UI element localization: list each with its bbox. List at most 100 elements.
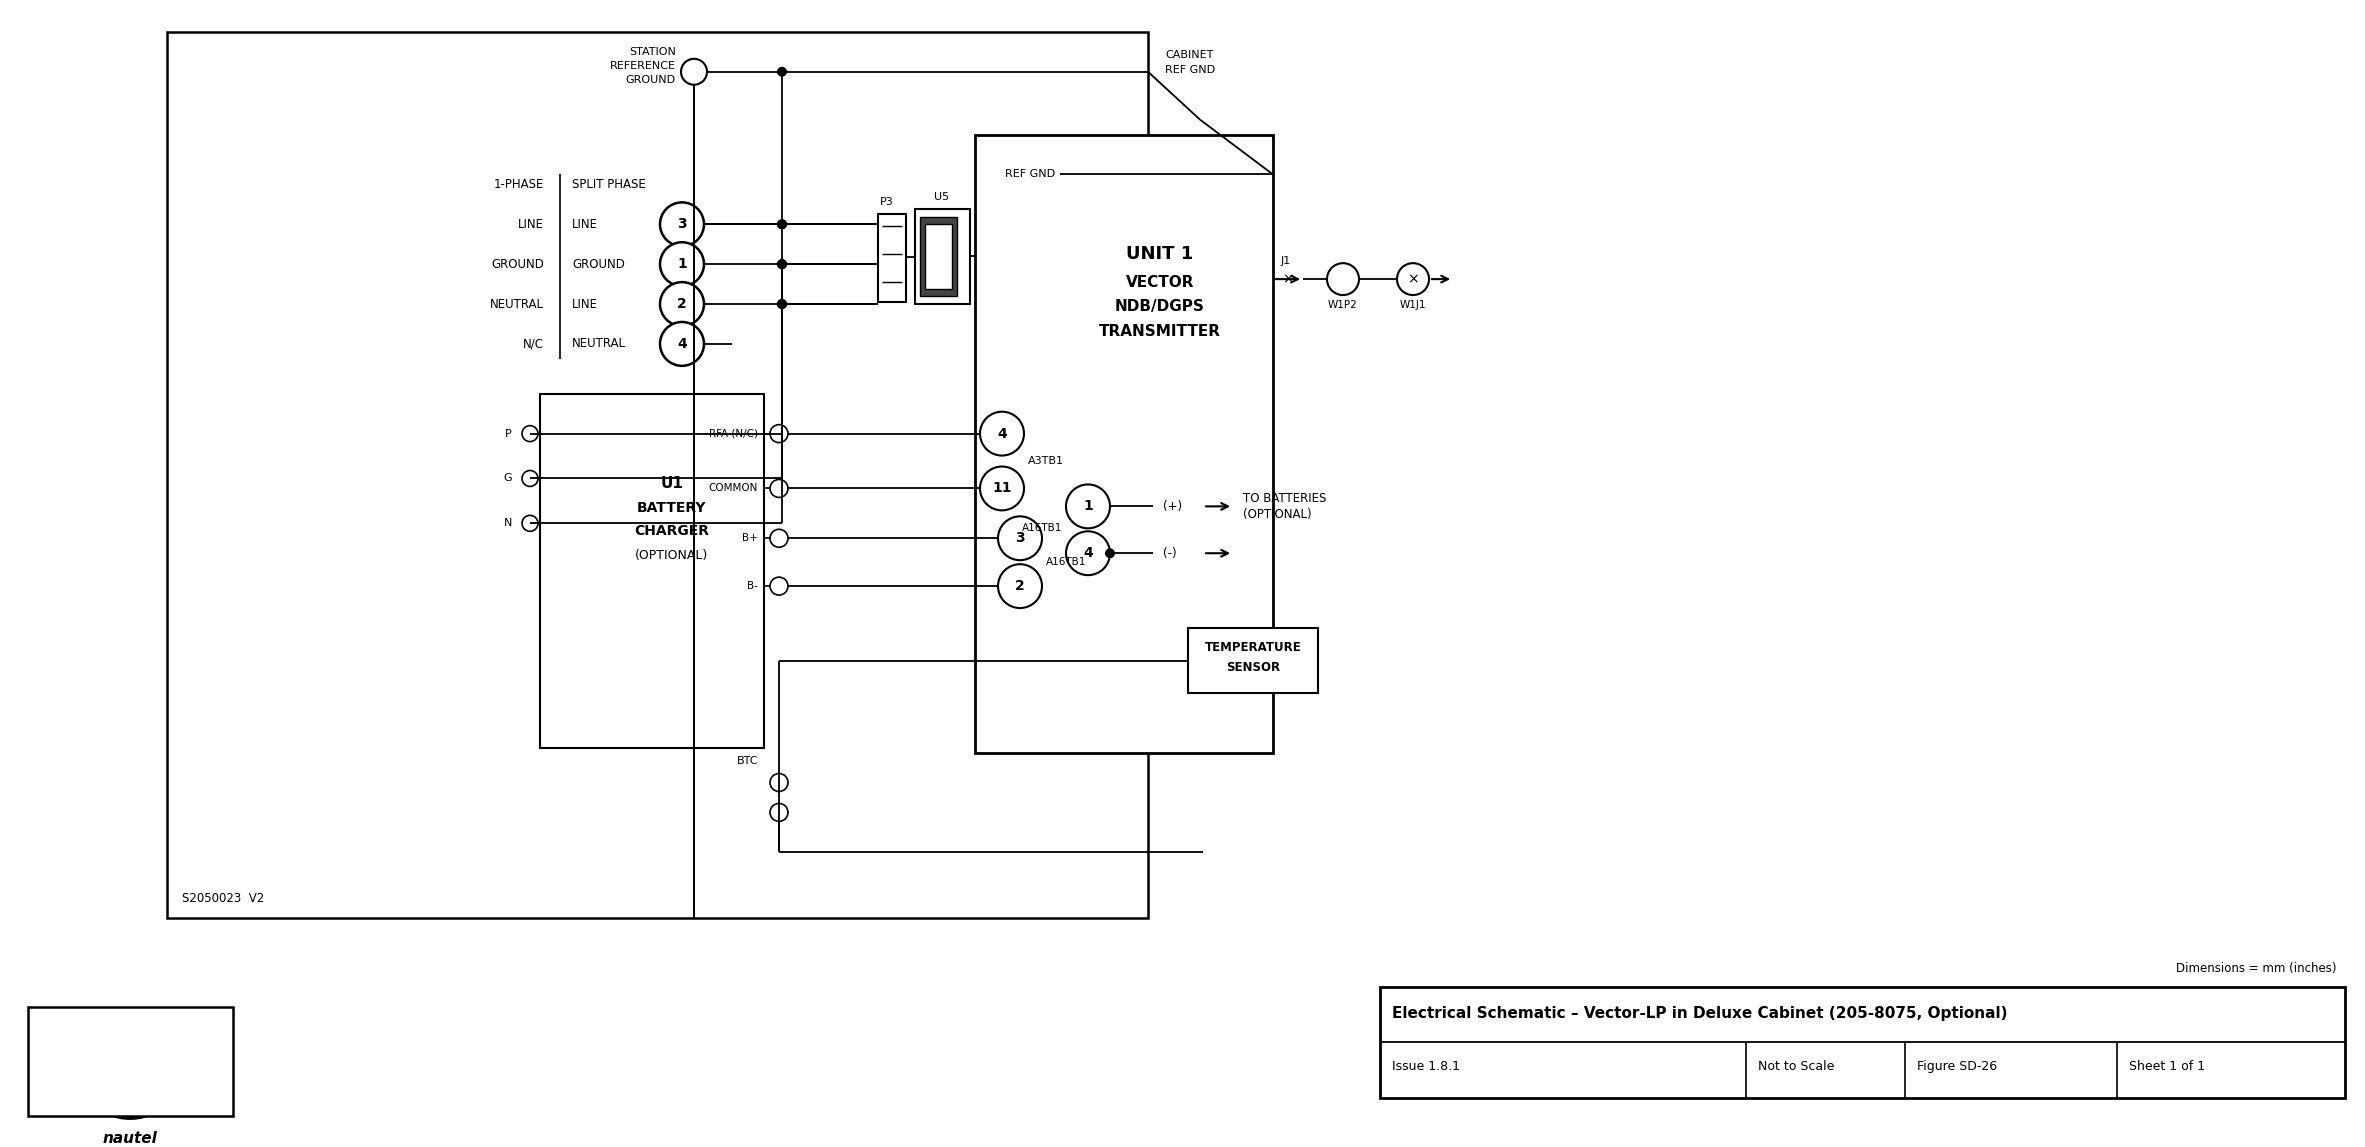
Text: LINE: LINE — [518, 218, 544, 231]
Circle shape — [523, 426, 537, 442]
Text: REF GND: REF GND — [1166, 64, 1216, 75]
Circle shape — [979, 412, 1024, 455]
Circle shape — [778, 219, 788, 229]
Circle shape — [778, 259, 788, 270]
Text: A16TB1: A16TB1 — [1022, 523, 1062, 533]
Circle shape — [660, 202, 705, 247]
Circle shape — [660, 322, 705, 366]
Text: B+: B+ — [743, 533, 759, 544]
Text: 1: 1 — [1083, 499, 1093, 514]
Text: N/C: N/C — [523, 337, 544, 350]
Circle shape — [523, 515, 537, 531]
Text: 3: 3 — [676, 217, 686, 232]
Text: 4: 4 — [676, 337, 686, 351]
Text: W1P2: W1P2 — [1329, 301, 1358, 310]
Circle shape — [771, 803, 788, 821]
Text: TRANSMITTER: TRANSMITTER — [1100, 325, 1220, 340]
Text: LINE: LINE — [572, 218, 598, 231]
Circle shape — [771, 479, 788, 498]
Text: GROUND: GROUND — [572, 258, 624, 271]
Text: 3: 3 — [1015, 531, 1024, 545]
Text: NEUTRAL: NEUTRAL — [572, 337, 627, 350]
Text: A16TB1: A16TB1 — [1045, 557, 1086, 568]
Text: TEMPERATURE: TEMPERATURE — [1204, 641, 1301, 655]
Text: (-): (-) — [1164, 547, 1178, 560]
Bar — [920, 217, 958, 296]
Text: Not to Scale: Not to Scale — [1757, 1060, 1835, 1074]
Text: G: G — [504, 474, 511, 484]
Bar — [974, 134, 1272, 752]
Text: Sheet 1 of 1: Sheet 1 of 1 — [2128, 1060, 2204, 1074]
Text: VECTOR: VECTOR — [1126, 274, 1194, 289]
Text: 2: 2 — [676, 297, 686, 311]
Text: W1J1: W1J1 — [1400, 301, 1426, 310]
Text: Electrical Schematic – Vector-LP in Deluxe Cabinet (205-8075, Optional): Electrical Schematic – Vector-LP in Delu… — [1393, 1006, 2008, 1021]
Text: 2: 2 — [1015, 579, 1024, 593]
Text: 4: 4 — [1083, 546, 1093, 560]
Text: P3: P3 — [880, 197, 894, 208]
Text: S2050023  V2: S2050023 V2 — [182, 891, 265, 905]
Circle shape — [1067, 531, 1109, 575]
Text: 1: 1 — [676, 257, 686, 271]
Text: UNIT 1: UNIT 1 — [1126, 245, 1194, 263]
Circle shape — [1067, 484, 1109, 529]
Text: A3TB1: A3TB1 — [1029, 455, 1064, 466]
Text: U1: U1 — [660, 476, 683, 491]
Text: Issue 1.8.1: Issue 1.8.1 — [1393, 1060, 1459, 1074]
Text: REF GND: REF GND — [1005, 170, 1055, 179]
Bar — [1187, 629, 1317, 693]
Circle shape — [771, 424, 788, 443]
Bar — [539, 393, 764, 748]
Bar — [925, 225, 953, 289]
Text: BTC: BTC — [736, 756, 759, 765]
Text: Figure SD-26: Figure SD-26 — [1918, 1060, 1996, 1074]
Bar — [1381, 986, 2346, 1099]
Circle shape — [998, 516, 1043, 560]
Text: (OPTIONAL): (OPTIONAL) — [1244, 508, 1313, 521]
Text: SPLIT PHASE: SPLIT PHASE — [572, 178, 646, 190]
Text: BATTERY: BATTERY — [636, 501, 707, 515]
Text: RFA (N/C): RFA (N/C) — [710, 429, 759, 438]
Circle shape — [523, 470, 537, 486]
Circle shape — [771, 577, 788, 595]
Circle shape — [778, 67, 788, 77]
Text: LINE: LINE — [572, 297, 598, 311]
Text: B-: B- — [747, 582, 759, 591]
Text: REFERENCE: REFERENCE — [610, 61, 676, 71]
Bar — [28, 1007, 234, 1116]
Text: CABINET: CABINET — [1166, 49, 1213, 60]
Text: 4: 4 — [998, 427, 1007, 440]
Circle shape — [998, 564, 1043, 608]
Circle shape — [778, 259, 788, 270]
Text: 11: 11 — [993, 482, 1012, 496]
Text: GROUND: GROUND — [627, 75, 676, 85]
Text: SENSOR: SENSOR — [1225, 662, 1279, 674]
Text: NDB/DGPS: NDB/DGPS — [1114, 298, 1204, 313]
Text: N: N — [504, 518, 511, 529]
Text: 1-PHASE: 1-PHASE — [494, 178, 544, 190]
Circle shape — [660, 282, 705, 326]
Text: nautel: nautel — [102, 1131, 158, 1146]
Text: ×: × — [1282, 272, 1294, 286]
Text: STATION: STATION — [629, 47, 676, 57]
Text: NEUTRAL: NEUTRAL — [490, 297, 544, 311]
Text: TO BATTERIES: TO BATTERIES — [1244, 492, 1327, 505]
Circle shape — [778, 219, 788, 229]
Circle shape — [1327, 263, 1360, 295]
Circle shape — [778, 299, 788, 309]
Bar — [877, 214, 906, 302]
Circle shape — [1398, 263, 1428, 295]
Text: (+): (+) — [1164, 500, 1182, 513]
Circle shape — [660, 242, 705, 286]
Text: P: P — [506, 429, 511, 438]
Circle shape — [681, 58, 707, 85]
Text: Dimensions = mm (inches): Dimensions = mm (inches) — [2176, 962, 2337, 975]
Circle shape — [771, 773, 788, 791]
Circle shape — [778, 299, 788, 309]
Bar — [168, 32, 1147, 918]
Circle shape — [979, 467, 1024, 510]
Text: (OPTIONAL): (OPTIONAL) — [636, 548, 710, 562]
Text: CHARGER: CHARGER — [634, 524, 710, 538]
Text: COMMON: COMMON — [710, 483, 759, 493]
Circle shape — [771, 529, 788, 547]
